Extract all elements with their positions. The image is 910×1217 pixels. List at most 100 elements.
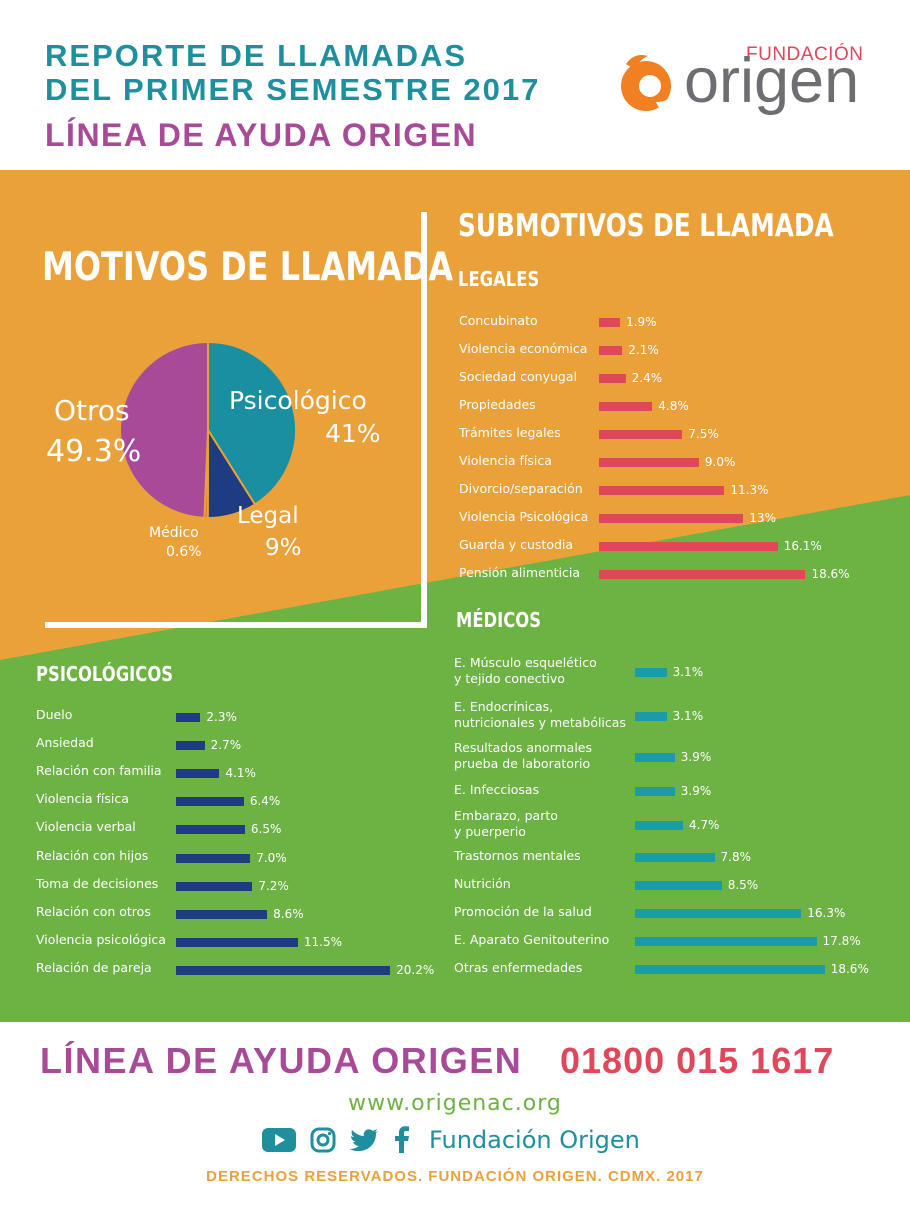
psicologicos-label: Relación con hijos [36,848,149,863]
instagram-icon[interactable] [310,1127,336,1157]
legales-value: 9.0% [704,455,736,469]
motivos-title: MOTIVOS DE LLAMADA [42,245,454,290]
legales-label: Violencia económica [459,341,588,356]
psicologicos-bar [176,882,253,891]
pie-label-legal: Legal [237,503,299,529]
psicologicos-label: Ansiedad [36,735,94,750]
legales-value: 16.1% [783,539,822,553]
medicos-value: 4.7% [688,818,720,832]
medicos-value: 8.5% [727,878,759,892]
medicos-value: 18.6% [830,962,869,976]
medicos-label: Trastornos mentales [454,848,581,863]
medicos-value: 17.8% [822,934,861,948]
psicologicos-label: Relación de pareja [36,960,152,975]
pie-value-medico: 0.6% [166,544,202,560]
legales-title: LEGALES [458,267,540,291]
report-title-line2: DEL PRIMER SEMESTRE 2017 [45,72,541,107]
medicos-value: 16.3% [807,906,846,920]
medicos-label: Promoción de la salud [454,904,592,919]
psicologicos-label: Relación con familia [36,763,162,778]
psicologicos-value: 20.2% [396,963,435,977]
psicologicos-bar [176,741,205,750]
legales-label: Propiedades [459,397,536,412]
psicologicos-bar [176,797,244,806]
psicologicos-value: 2.3% [206,710,237,724]
medicos-bar [635,909,802,918]
psicologicos-value: 8.6% [273,907,304,921]
psicologicos-value: 11.5% [303,935,343,949]
legales-bar [599,458,699,467]
medicos-bar [635,668,667,677]
medicos-title: MÉDICOS [456,608,542,632]
legales-bar [599,430,683,439]
footer-line-name: LÍNEA DE AYUDA ORIGEN [40,1040,523,1081]
psicologicos-label: Violencia psicológica [36,932,166,947]
divider-horizontal [45,622,427,628]
medicos-label: E. Endocrínicas, [454,699,554,714]
legales-label: Guarda y custodia [459,537,574,552]
pie-value-legal: 9% [265,535,302,561]
psicologicos-label: Relación con otros [36,904,151,919]
medicos-bar [635,937,817,946]
legales-label: Violencia física [459,453,552,468]
medicos-bar [635,965,825,974]
medicos-label: Otras enfermedades [454,960,583,975]
report-title-line1: REPORTE DE LLAMADAS [45,38,468,73]
divider-vertical [421,212,427,628]
psicologicos-bar [176,966,391,975]
legales-value: 2.4% [631,371,663,385]
legales-label: Concubinato [459,313,538,328]
legales-bar [599,542,778,551]
medicos-label: Resultados anormales [454,740,593,755]
medicos-label: E. Músculo esquelético [454,655,597,670]
psicologicos-bar [176,910,268,919]
medicos-value: 3.1% [672,665,704,679]
psicologicos-bar [176,825,245,834]
medicos-label: nutricionales y metabólicas [454,715,626,730]
footer-social-name[interactable]: Fundación Origen [429,1126,640,1154]
submotivos-title: SUBMOTIVOS DE LLAMADA [458,208,834,244]
psicologicos-value: 7.2% [258,879,289,893]
legales-value: 13% [749,511,776,525]
psicologicos-value: 2.7% [210,738,242,752]
legales-label: Violencia Psicológica [459,509,589,524]
psicologicos-label: Violencia física [36,791,129,806]
pie-label-psicologico: Psicológico [229,386,367,415]
logo-fundacion-text: FUNDACIÓN [746,44,864,65]
twitter-icon[interactable] [350,1128,380,1156]
origen-logo-icon [616,50,680,114]
legales-bar [599,346,623,355]
medicos-bar [635,787,675,796]
youtube-icon[interactable] [262,1128,296,1156]
footer-website-link[interactable]: www.origenac.org [348,1091,562,1116]
legales-value: 18.6% [811,567,850,581]
medicos-label: Embarazo, parto [454,808,558,823]
motivos-pie-chart [119,341,297,519]
footer-phone[interactable]: 01800 015 1617 [560,1040,835,1081]
psicologicos-value: 6.5% [250,822,282,836]
legales-label: Trámites legales [459,425,561,440]
medicos-label: y puerperio [454,824,526,839]
pie-value-psicologico: 41% [325,419,381,448]
legales-value: 1.9% [626,315,657,329]
facebook-icon[interactable] [394,1126,410,1157]
psicologicos-label: Duelo [36,707,73,722]
medicos-bar [635,753,675,762]
psicologicos-bar [176,713,201,722]
medicos-label: E. Infecciosas [454,782,540,797]
legales-label: Divorcio/separación [459,481,583,496]
legales-value: 11.3% [730,483,769,497]
psicologicos-value: 7.0% [256,851,287,865]
psicologicos-label: Violencia verbal [36,819,136,834]
legales-value: 2.1% [628,343,659,357]
psicologicos-bar [176,938,298,947]
medicos-bar [635,821,683,830]
footer-rights: DERECHOS RESERVADOS. FUNDACIÓN ORIGEN. C… [206,1168,704,1185]
legales-bar [599,318,621,327]
legales-label: Sociedad conyugal [459,369,577,384]
medicos-label: E. Aparato Genitouterino [454,932,610,947]
medicos-value: 7.8% [720,850,752,864]
medicos-bar [635,881,722,890]
psicologicos-label: Toma de decisiones [36,876,159,891]
